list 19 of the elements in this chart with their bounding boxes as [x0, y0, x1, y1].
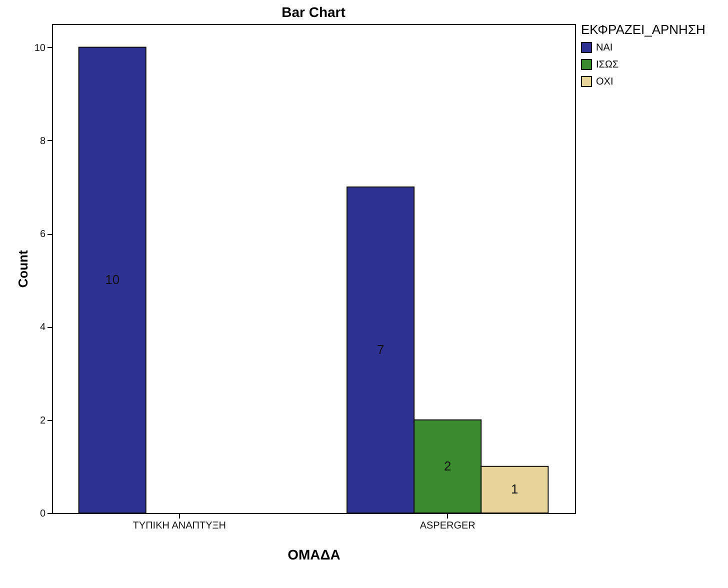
y-tick-label: 6	[40, 229, 46, 240]
chart-title: Bar Chart	[282, 4, 346, 20]
y-tick-label: 2	[40, 415, 46, 426]
x-tick-label: ASPERGER	[420, 520, 476, 532]
y-tick-label: 4	[40, 322, 46, 334]
legend-label: ΟΧΙ	[596, 76, 614, 88]
legend-label: ΝΑΙ	[596, 42, 613, 54]
data-label: 2	[444, 458, 452, 474]
y-tick-label: 0	[40, 508, 46, 520]
x-tick-label: ΤΥΠΙΚΗ ΑΝΑΠΤΥΞΗ	[132, 520, 226, 532]
y-tick-label: 10	[34, 42, 46, 54]
y-axis-title: Count	[15, 250, 30, 288]
legend-title: ΕΚΦΡΑΖΕΙ_ΑΡΝΗΣΗ	[581, 22, 706, 37]
data-label: 10	[105, 272, 120, 288]
x-axis-title: ΟΜΑΔΑ	[288, 546, 340, 562]
data-label: 7	[376, 342, 384, 357]
y-tick-label: 8	[40, 136, 46, 147]
data-label: 1	[511, 482, 518, 497]
legend-label: ΙΣΩΣ	[596, 60, 619, 70]
